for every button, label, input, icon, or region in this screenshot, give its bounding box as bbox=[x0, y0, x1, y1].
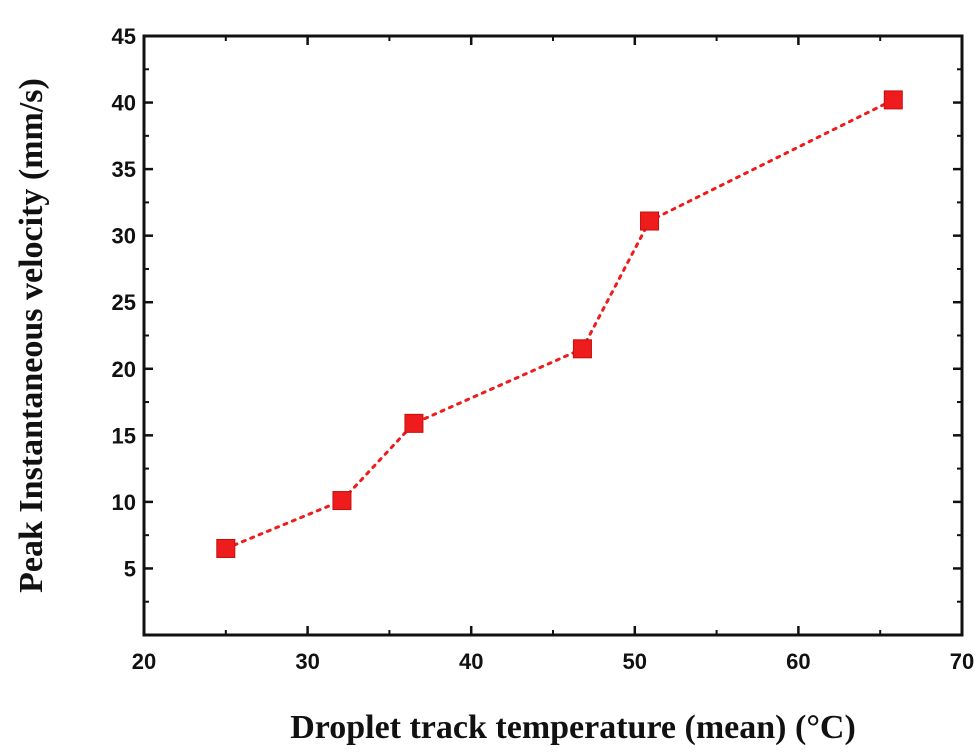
y-tick-label: 35 bbox=[112, 157, 136, 182]
x-axis-title: Droplet track temperature (mean) (°C) bbox=[290, 709, 856, 746]
y-tick-label: 40 bbox=[112, 91, 136, 116]
y-tick-label: 30 bbox=[112, 224, 136, 249]
y-tick-label: 5 bbox=[124, 556, 136, 581]
x-tick-label: 60 bbox=[786, 649, 810, 674]
y-tick-label: 45 bbox=[112, 24, 136, 49]
plot-frame bbox=[142, 34, 964, 637]
data-point-marker bbox=[572, 339, 592, 359]
y-tick-label: 25 bbox=[112, 290, 136, 315]
data-point-marker bbox=[883, 90, 903, 110]
data-point-marker bbox=[640, 211, 660, 231]
axis-ticks: 20 30 40 50 60 70 5 10 15 20 25 30 35 40 45 bbox=[112, 24, 975, 674]
series-layer bbox=[216, 90, 903, 558]
data-point-marker bbox=[216, 538, 236, 558]
y-tick-label: 15 bbox=[112, 423, 136, 448]
x-tick-label: 50 bbox=[623, 649, 647, 674]
y-tick-label: 10 bbox=[112, 490, 136, 515]
series-line bbox=[224, 98, 895, 550]
x-tick-label: 40 bbox=[459, 649, 483, 674]
x-tick-label: 30 bbox=[295, 649, 319, 674]
data-point-marker bbox=[404, 413, 424, 433]
x-tick-label: 70 bbox=[950, 649, 974, 674]
y-tick-label: 20 bbox=[112, 357, 136, 382]
x-tick-label: 20 bbox=[132, 649, 156, 674]
y-axis-title: Peak Instantaneous velocity (mm/s) bbox=[13, 78, 50, 593]
data-point-marker bbox=[332, 491, 352, 511]
